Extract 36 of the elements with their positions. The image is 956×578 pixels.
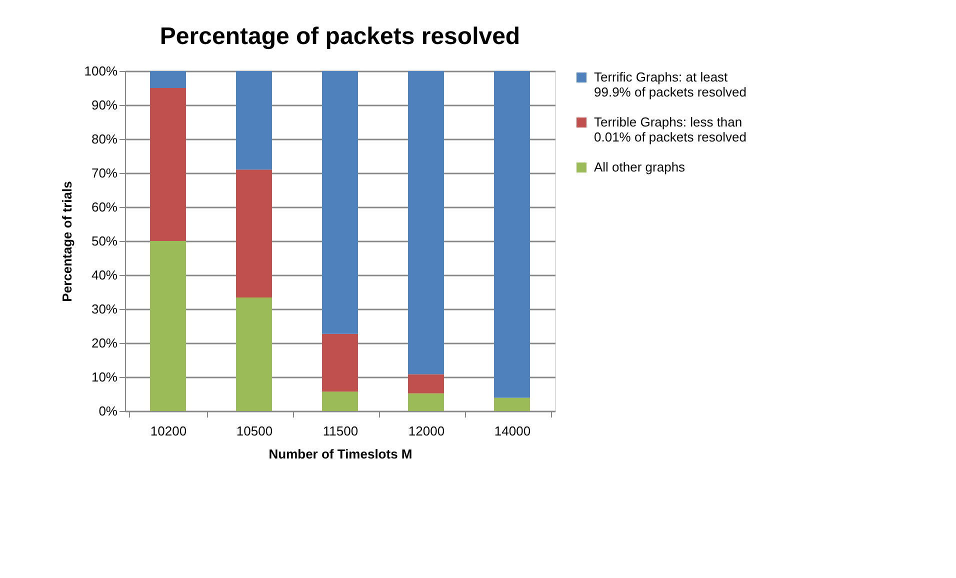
y-tick-label: 90% bbox=[91, 98, 118, 112]
bar bbox=[236, 71, 272, 170]
bar bbox=[236, 297, 272, 411]
bar bbox=[494, 398, 530, 411]
bar bbox=[408, 71, 444, 374]
bar bbox=[150, 241, 186, 411]
y-tick-label: 50% bbox=[91, 234, 118, 248]
y-tick-label: 30% bbox=[91, 302, 118, 316]
bar bbox=[150, 88, 186, 241]
y-tick-label: 20% bbox=[91, 336, 118, 350]
legend-label: All other graphs bbox=[594, 160, 686, 174]
x-tick-label: 14000 bbox=[494, 424, 531, 438]
x-tick-label: 12000 bbox=[408, 424, 445, 438]
y-tick-label: 60% bbox=[91, 200, 118, 214]
y-tick-label: 40% bbox=[91, 268, 118, 282]
chart-title: Percentage of packets resolved bbox=[160, 23, 520, 50]
bar bbox=[322, 71, 358, 334]
legend-label: Terrible Graphs: less than 0.01% of packets resolved bbox=[594, 114, 746, 144]
y-tick-label: 70% bbox=[91, 166, 118, 180]
y-tick-label: 100% bbox=[84, 64, 118, 78]
x-tick-label: 11500 bbox=[322, 424, 358, 438]
x-axis-title: Number of Timeslots M bbox=[268, 446, 412, 462]
bar bbox=[150, 71, 186, 88]
bar bbox=[408, 374, 444, 394]
y-tick-label: 0% bbox=[98, 404, 118, 418]
y-tick-label: 80% bbox=[91, 132, 118, 146]
bar bbox=[322, 334, 358, 392]
bar bbox=[408, 393, 444, 411]
bar bbox=[236, 170, 272, 298]
y-axis-title: Percentage of trials bbox=[59, 181, 74, 302]
x-tick-label: 10500 bbox=[236, 424, 273, 438]
y-tick-label: 10% bbox=[91, 370, 118, 384]
x-tick-label: 10200 bbox=[150, 424, 187, 438]
bar bbox=[494, 71, 530, 398]
legend-label: Terrific Graphs: at least 99.9% of packets resolved bbox=[594, 70, 746, 100]
bar bbox=[322, 392, 358, 411]
